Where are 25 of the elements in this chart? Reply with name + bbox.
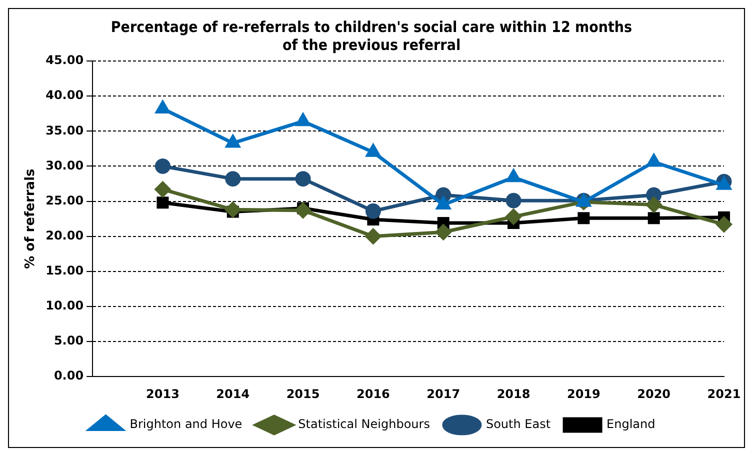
x-tick-label: 2016	[356, 386, 390, 401]
x-tick-label: 2017	[426, 386, 460, 401]
y-tick-label: 10.00	[46, 298, 84, 313]
y-tick-label: 30.00	[46, 158, 84, 172]
y-tick-label: 5.00	[54, 334, 84, 348]
legend-label: Brighton and Hove	[130, 417, 242, 432]
chart-title: Percentage of re-referrals to children's social care within 12 months of the previous referral	[110, 18, 632, 54]
x-tick-label: 2019	[566, 386, 600, 401]
y-tick-label: 20.00	[46, 228, 84, 242]
x-tick-label: 2021	[707, 386, 741, 401]
y-tick-label: 25.00	[46, 193, 84, 208]
x-tick-label: 2014	[216, 386, 250, 401]
y-tick-label: 40.00	[46, 88, 84, 102]
x-tick-label: 2020	[637, 386, 671, 401]
legend-label: South East	[486, 417, 551, 432]
y-tick-label: 35.00	[46, 123, 84, 138]
x-tick-label: 2013	[146, 386, 180, 401]
x-tick-label: 2015	[286, 386, 320, 401]
legend-label: Statistical Neighbours	[298, 417, 430, 432]
y-tick-label: 0.00	[54, 368, 84, 383]
y-axis-title: % of referrals	[23, 168, 38, 269]
x-tick-label: 2018	[496, 386, 530, 401]
y-tick-label: 45.00	[46, 53, 84, 68]
y-tick-label: 15.00	[46, 264, 84, 278]
legend-label: England	[606, 417, 656, 432]
